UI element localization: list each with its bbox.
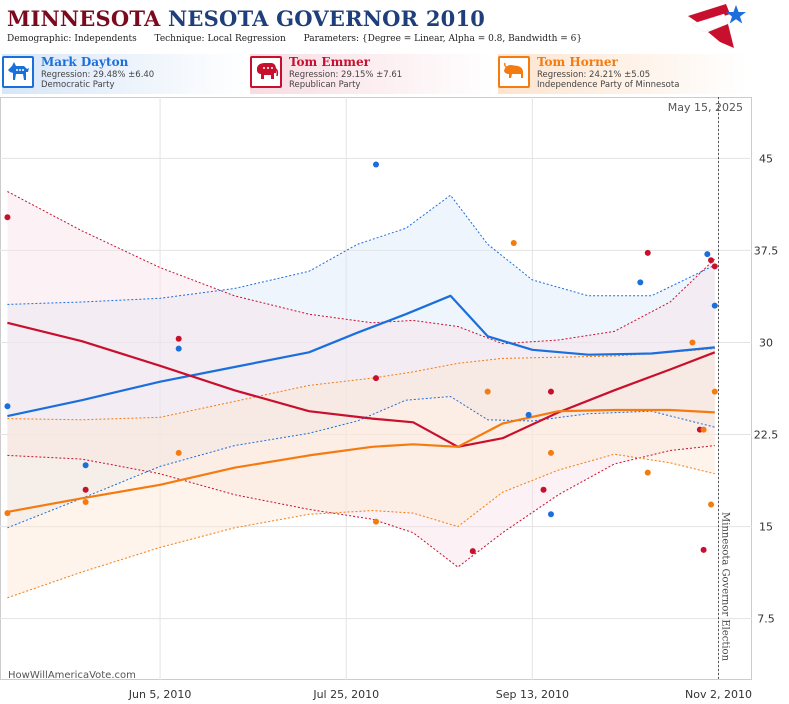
candidate-name: Tom Horner (537, 55, 618, 69)
data-point (711, 302, 718, 309)
regression-lines (7, 294, 716, 513)
parameters-label: Parameters: (303, 34, 360, 44)
candidate-regression: Regression: 29.48% ±6.40 (41, 70, 155, 80)
data-point (644, 249, 651, 256)
upper-bound-line (7, 191, 716, 345)
elephant-icon (250, 56, 282, 88)
data-point (547, 388, 554, 395)
plot-frame (0, 97, 752, 680)
data-point (175, 345, 182, 352)
x-tick-label: Jul 25, 2010 (312, 688, 379, 701)
lower-bound-line (7, 453, 715, 599)
data-point (484, 388, 491, 395)
data-point (547, 511, 554, 518)
candidate-legend: Mark Dayton Regression: 29.48% ±6.40 Dem… (0, 54, 789, 94)
chart-title: MINNESOTA NESOTA GOVERNOR 2010 (7, 6, 485, 31)
candidate-party: Republican Party (289, 80, 361, 90)
data-point (708, 257, 715, 264)
legend-item-horner: Tom Horner Regression: 24.21% ±5.05 Inde… (498, 54, 749, 94)
chart-header: MINNESOTA NESOTA GOVERNOR 2010 Demograph… (0, 0, 789, 52)
y-tick-label: 22.5 (754, 429, 779, 442)
legend-item-dayton: Mark Dayton Regression: 29.48% ±6.40 Dem… (2, 54, 247, 94)
y-tick-label: 45 (759, 152, 773, 165)
data-point (82, 462, 89, 469)
data-point (82, 486, 89, 493)
data-point (711, 388, 718, 395)
data-point (373, 161, 379, 168)
data-point (540, 486, 547, 493)
poll-points (4, 161, 718, 555)
y-tick-label: 15 (759, 521, 773, 534)
election-label: Minnesota Governor Election (719, 512, 730, 662)
technique-label: Technique: (154, 34, 205, 44)
y-tick-label: 30 (759, 336, 773, 349)
data-point (175, 335, 182, 342)
confidence-band (7, 348, 715, 598)
data-point (82, 499, 89, 506)
data-point (525, 411, 532, 418)
data-point (711, 263, 718, 270)
date-stamp: May 15, 2025 (668, 101, 743, 114)
data-point (708, 501, 715, 508)
candidate-name: Tom Emmer (289, 55, 370, 69)
x-tick-label: Nov 2, 2010 (685, 688, 752, 701)
demographic-label: Demographic: (7, 34, 72, 44)
regression-line (7, 321, 716, 448)
x-tick-label: Jun 5, 2010 (128, 688, 192, 701)
technique-value: Local Regression (207, 34, 286, 44)
y-tick-label: 7.5 (757, 613, 775, 626)
axis-labels: 7.5 15 22.5 30 37.5 45 Jun 5, 2010 Jul 25, 2010… (128, 152, 779, 701)
candidate-regression: Regression: 29.15% ±7.61 (289, 70, 403, 80)
y-tick-label: 37.5 (754, 244, 779, 257)
data-point (700, 426, 707, 433)
lower-bound-line (7, 395, 715, 529)
title-part-1: MINNESOTA (7, 6, 161, 31)
data-point (700, 546, 707, 553)
confidence-bands (7, 191, 716, 599)
upper-bound-line (7, 194, 716, 305)
data-point (373, 518, 379, 525)
data-point (689, 339, 696, 346)
data-point (4, 214, 11, 221)
data-point (637, 279, 644, 286)
data-point (510, 240, 517, 247)
flag-logo-icon (688, 4, 746, 48)
title-part-2: NESOTA GOVERNOR 2010 (168, 6, 486, 31)
data-point (704, 251, 711, 258)
confidence-band (7, 195, 715, 528)
candidate-party: Independence Party of Minnesota (537, 80, 680, 90)
demographic-value: Independents (74, 34, 137, 44)
data-point (373, 375, 379, 382)
grid-layer (0, 97, 752, 680)
legend-item-emmer: Tom Emmer Regression: 29.15% ±7.61 Repub… (250, 54, 495, 94)
parameters-value: {Degree = Linear, Alpha = 0.8, Bandwidth… (361, 34, 583, 44)
regression-line (7, 408, 715, 513)
regression-line (7, 294, 715, 418)
bison-icon (498, 56, 530, 88)
data-point (4, 510, 11, 517)
data-point (469, 548, 476, 555)
data-point (4, 403, 11, 410)
candidate-party: Democratic Party (41, 80, 115, 90)
chart-parameters-line: Demographic: Independents Technique: Loc… (7, 34, 582, 44)
upper-bound-line (7, 348, 715, 421)
data-point (644, 469, 651, 476)
data-point (175, 449, 182, 456)
candidate-regression: Regression: 24.21% ±5.05 (537, 70, 651, 80)
data-point (547, 449, 554, 456)
x-tick-label: Sep 13, 2010 (496, 688, 569, 701)
watermark: HowWillAmericaVote.com (8, 670, 136, 681)
candidate-name: Mark Dayton (41, 55, 129, 69)
donkey-icon (2, 56, 34, 88)
